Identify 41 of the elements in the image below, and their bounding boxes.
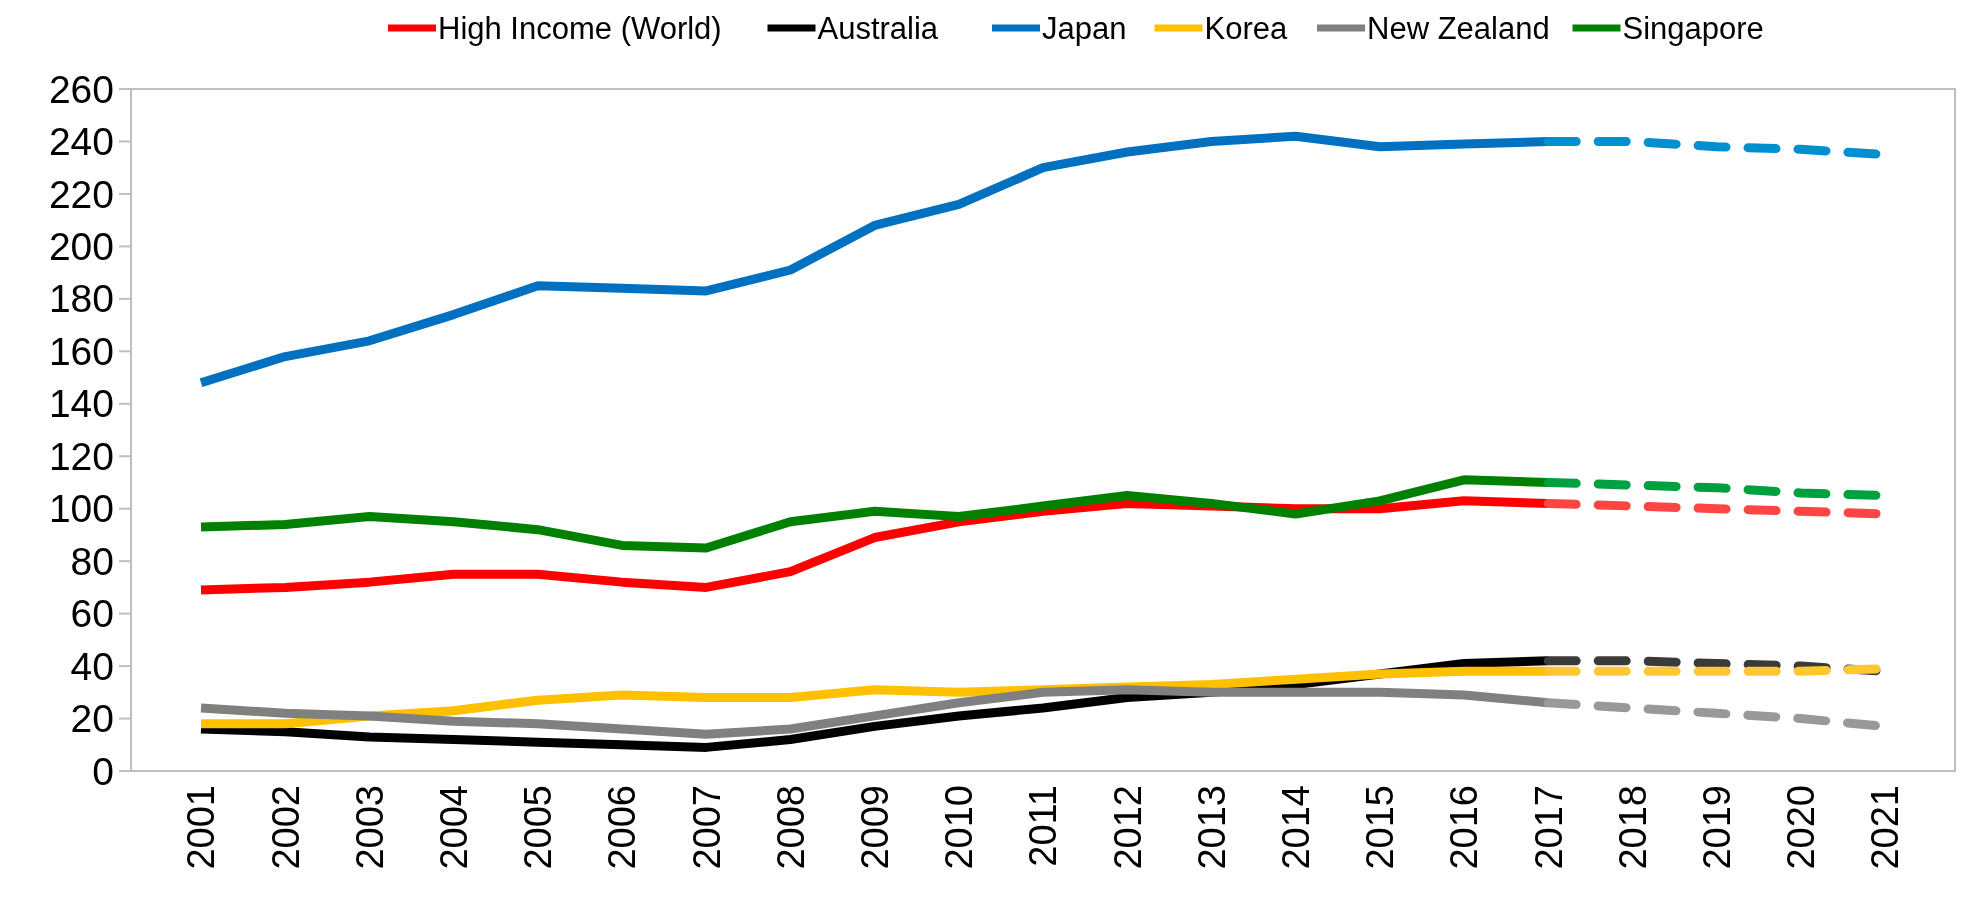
x-tick-label: 2020 <box>1780 785 1823 870</box>
y-tick-label: 100 <box>48 487 114 531</box>
x-tick-label: 2014 <box>1274 785 1317 870</box>
x-tick-label: 2019 <box>1695 785 1738 870</box>
x-tick-label: 2011 <box>1022 785 1065 867</box>
x-tick-label: 2009 <box>853 785 896 870</box>
x-tick-label: 2001 <box>180 785 223 870</box>
legend-label: Korea <box>1204 11 1288 46</box>
legend-label: Japan <box>1042 11 1127 46</box>
x-tick-label: 2008 <box>769 785 812 870</box>
y-tick-label: 160 <box>48 329 114 373</box>
y-tick-label: 0 <box>92 749 114 793</box>
legend-label: New Zealand <box>1367 11 1550 46</box>
y-tick-label: 240 <box>48 120 114 164</box>
legend-label: Singapore <box>1622 11 1764 46</box>
x-tick-label: 2012 <box>1106 785 1149 870</box>
y-tick-label: 60 <box>70 592 114 636</box>
x-tick-label: 2004 <box>432 785 475 870</box>
x-tick-label: 2015 <box>1359 785 1402 870</box>
y-tick-label: 220 <box>48 172 114 216</box>
y-tick-label: 140 <box>48 382 114 426</box>
x-tick-label: 2002 <box>264 785 307 870</box>
y-tick-label: 40 <box>70 644 114 688</box>
y-tick-label: 180 <box>48 277 114 321</box>
y-tick-label: 260 <box>48 67 114 111</box>
x-tick-label: 2018 <box>1611 785 1654 870</box>
legend-label: Australia <box>817 11 939 46</box>
legend-label: High Income (World) <box>438 11 722 46</box>
y-tick-label: 80 <box>70 539 114 583</box>
x-tick-label: 2006 <box>601 785 644 870</box>
y-tick-label: 120 <box>48 434 114 478</box>
y-tick-label: 200 <box>48 225 114 269</box>
x-tick-label: 2005 <box>517 785 560 870</box>
x-tick-label: 2021 <box>1864 785 1907 870</box>
x-tick-label: 2013 <box>1190 785 1233 870</box>
x-tick-label: 2007 <box>685 785 728 870</box>
x-tick-label: 2016 <box>1443 785 1486 870</box>
x-tick-label: 2017 <box>1527 785 1570 870</box>
x-tick-label: 2003 <box>348 785 391 870</box>
y-tick-label: 20 <box>70 697 114 741</box>
x-tick-label: 2010 <box>938 785 981 870</box>
